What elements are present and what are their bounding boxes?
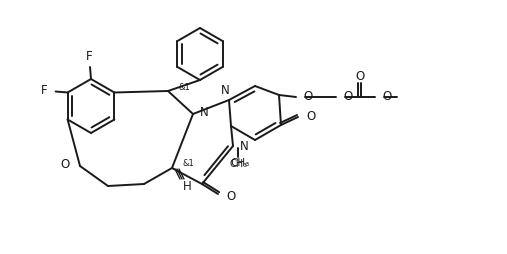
Text: N: N bbox=[240, 139, 249, 152]
Text: H: H bbox=[183, 180, 192, 193]
Text: O: O bbox=[382, 90, 391, 103]
Text: &1: &1 bbox=[178, 84, 190, 92]
Text: N: N bbox=[200, 106, 209, 119]
Text: &1: &1 bbox=[182, 160, 194, 168]
Text: O: O bbox=[61, 157, 70, 170]
Text: O: O bbox=[343, 90, 352, 103]
Text: O: O bbox=[303, 90, 312, 103]
Text: CH₃: CH₃ bbox=[230, 159, 248, 169]
Text: O: O bbox=[306, 109, 315, 122]
Text: O: O bbox=[355, 71, 364, 84]
Text: F: F bbox=[86, 51, 92, 64]
Text: O: O bbox=[226, 189, 235, 202]
Text: CH₃: CH₃ bbox=[230, 158, 249, 168]
Text: N: N bbox=[221, 85, 229, 98]
Text: F: F bbox=[41, 84, 48, 97]
